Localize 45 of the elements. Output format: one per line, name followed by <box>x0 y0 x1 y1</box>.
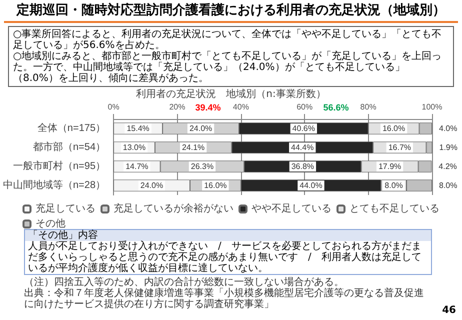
data-label: 36.8% <box>291 162 314 171</box>
data-label: 13.0% <box>122 143 146 152</box>
legend-label: 充足している <box>36 202 96 214</box>
legend-label: その他 <box>36 218 66 230</box>
data-label: 4.2% <box>438 162 457 171</box>
text: 46 <box>442 305 456 316</box>
legend-label: とても不足している <box>350 204 440 214</box>
x-tick-label: 100% <box>422 102 442 112</box>
text: 利用者の充足状況 地域別（n:事業所数） <box>135 89 327 101</box>
y-tick-label: 中山間地域等（n=28） <box>2 179 106 191</box>
x-tick-label: 20% <box>169 102 186 112</box>
data-label: 24.0% <box>140 181 164 190</box>
source-note: 出典：令和７年度老人保健健康増進等事業「小規模多機能型居宅介護等の更なる普及促進に向けたサービス提供の在り方に関する調査研究事業」 <box>24 288 425 310</box>
data-label: 8.0% <box>384 181 403 190</box>
x-tick-label: 80% <box>360 102 376 112</box>
text: 「その他」内容 <box>25 230 431 241</box>
text: 39.4% <box>195 102 221 112</box>
data-label: 1.9% <box>439 143 458 152</box>
chart-subtitle: ○事業所回答によると、利用者の充足状況について、全体では「やや不足している」「とても不足している」が56.6%を占めた。 ○地域別にみると、都市部と一般市町村で「とても不足している」が「充足している」を上回った。一方で、中山間地域等では「充足している」（24.0%）が「とても不足している」（8.0%）を上回り、傾向に差異があった。 <box>8 26 454 87</box>
data-label: 16.7% <box>388 143 412 152</box>
data-label: 8.0% <box>439 181 458 190</box>
y-tick-label: 全体（n=175） <box>37 122 106 134</box>
data-label: 14.7% <box>126 162 148 171</box>
x-tick-label: 60% <box>296 102 313 112</box>
data-label: 44.4% <box>291 143 314 152</box>
data-label: 24.1% <box>182 143 205 152</box>
data-label: 16.0% <box>382 124 406 133</box>
legend-label: やや不足している <box>252 204 332 214</box>
text: 56.6% <box>323 102 349 112</box>
data-label: 16.0% <box>204 181 227 190</box>
data-label: 15.4% <box>126 124 150 133</box>
data-label: 17.9% <box>378 162 402 171</box>
data-label: 44.0% <box>300 181 322 190</box>
legend-label: 充足しているが余裕がない <box>114 202 234 214</box>
text: （注）四捨五入等のため、内訳の合計が総数に一致しない場合がある。 <box>24 277 345 288</box>
y-tick-label: 都市部（n=54） <box>32 141 106 153</box>
x-tick-label: 0% <box>108 102 120 112</box>
chart-title: 定期巡回・随時対応型訪問介護看護における利用者の充足状況（地域別） <box>4 0 458 23</box>
text: 人員が不足しており受け入れができない / サービスを必要としておられる方がまだまだ多くいらっしゃると思うので充不足の感があまり無いです / 利用者人数は充足しているが平均介護度が低く収益が目標に達していない。 <box>27 241 422 274</box>
data-label: 4.0% <box>439 124 458 133</box>
x-tick-label: 40% <box>232 102 249 112</box>
data-label: 24.0% <box>189 124 212 133</box>
data-label: 26.3% <box>190 162 214 171</box>
data-label: 40.6% <box>292 124 315 133</box>
y-tick-label: 一般市町村（n=95） <box>12 160 106 172</box>
